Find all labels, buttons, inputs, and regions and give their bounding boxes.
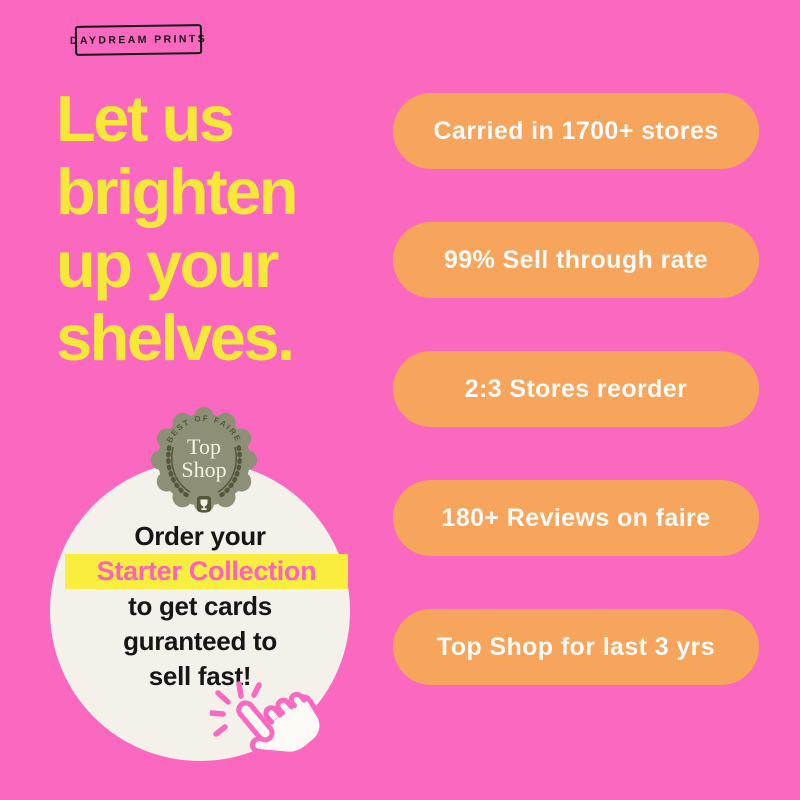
cta-line-4: sell fast! (148, 661, 252, 691)
headline-line: Let us (56, 82, 235, 155)
cta-text-block: Order your Starter Collection to get car… (50, 519, 350, 694)
trophy-icon (197, 496, 211, 512)
cta-highlight-text: Starter Collection (96, 556, 317, 586)
cta-line-2: to get cards (128, 591, 272, 621)
stat-pill-sell-through: 99% Sell through rate (393, 222, 759, 298)
laurel-right-icon (217, 441, 242, 498)
stats-list: Carried in 1700+ stores 99% Sell through… (393, 93, 759, 685)
cta-line-3: guranteed to (123, 626, 277, 656)
stat-pill-stores: Carried in 1700+ stores (393, 93, 759, 169)
headline-line: up your (56, 228, 279, 301)
brand-logo: DAYDREAM PRINTS (70, 24, 207, 56)
headline-line: shelves. (56, 301, 295, 374)
cta-highlight-band: Starter Collection (65, 554, 348, 589)
badge-title-top: Top (187, 434, 221, 459)
top-shop-badge-icon: BEST OF FAIRE Top Shop (151, 407, 257, 513)
stat-pill-top-shop: Top Shop for last 3 yrs (393, 609, 759, 685)
hand-shape (236, 691, 325, 757)
headline: Let us brighten up your shelves. (56, 82, 298, 374)
click-rays-icon (208, 681, 262, 737)
brand-logo-text: DAYDREAM PRINTS (69, 33, 208, 47)
tap-hand-svg (208, 681, 325, 757)
stat-pill-reorder: 2:3 Stores reorder (393, 351, 759, 427)
top-shop-badge: BEST OF FAIRE Top Shop (148, 403, 260, 521)
tap-hand-icon (208, 681, 328, 785)
cta-line-1: Order your (134, 521, 266, 551)
badge-title-shop: Shop (181, 457, 226, 482)
laurel-left-icon (166, 441, 191, 498)
headline-line: brighten (56, 155, 298, 228)
stat-pill-reviews: 180+ Reviews on faire (393, 480, 759, 556)
